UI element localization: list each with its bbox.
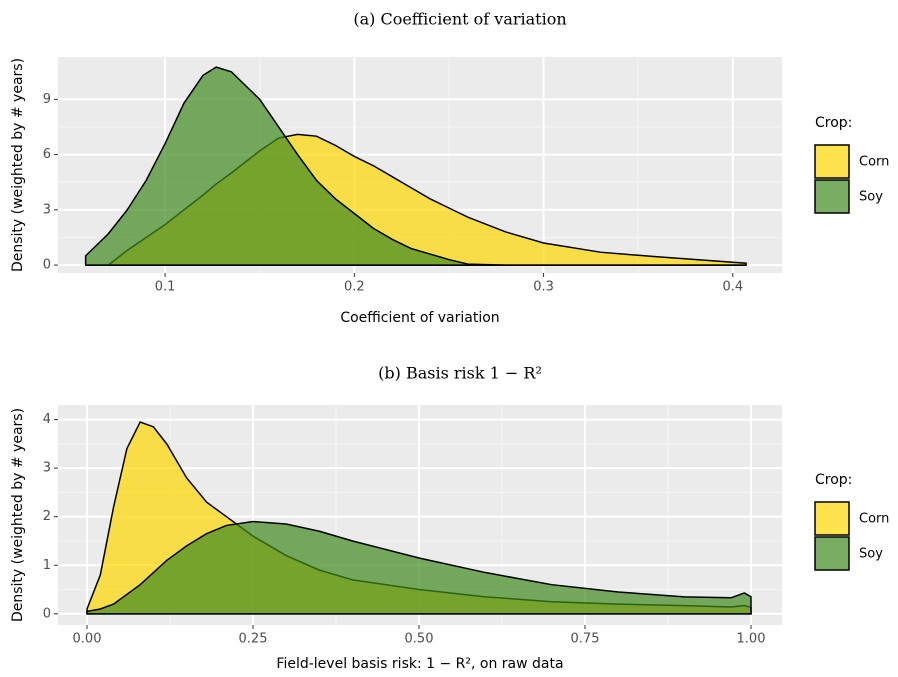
x-tick-label: 0.4 [722,280,743,295]
x-tick-label: 0.3 [533,280,554,295]
x-tick-label: 0.2 [344,280,365,295]
legend-swatch [814,179,850,214]
x-axis-title: Coefficient of variation [340,310,499,326]
y-tick-label: 4 [43,412,51,427]
x-tick-label: 0.25 [239,632,268,647]
y-tick-label: 2 [43,509,51,524]
legend-label: Corn [859,155,889,170]
legend-label: Soy [859,190,883,205]
y-tick-label: 0 [43,606,51,621]
y-tick-label: 6 [43,147,51,162]
x-tick-label: 0.00 [73,632,102,647]
legend-label: Corn [859,512,889,527]
x-tick-label: 0.75 [571,632,600,647]
legend-title: Crop: [815,115,852,131]
density-area [84,66,747,266]
chart-title: (a) Coefficient of variation [353,10,566,29]
y-tick-label: 0 [43,258,51,273]
density-area [86,520,752,615]
y-tick-label: 9 [43,92,51,107]
x-axis-title: Field-level basis risk: 1 − R², on raw d… [276,656,563,672]
x-tick-label: 1.00 [737,632,766,647]
legend-label: Soy [859,547,883,562]
legend-swatch [814,144,850,179]
x-tick-label: 0.1 [155,280,176,295]
y-axis-title: Density (weighted by # years) [10,58,26,272]
legend-swatch [814,501,850,536]
y-axis-title: Density (weighted by # years) [10,408,26,622]
legend-title: Crop: [815,472,852,488]
y-tick-label: 3 [43,461,51,476]
chart-title: (b) Basis risk 1 − R² [378,364,542,383]
x-tick-label: 0.50 [405,632,434,647]
y-tick-label: 3 [43,202,51,217]
y-tick-label: 1 [43,558,51,573]
legend-swatch [814,536,850,571]
